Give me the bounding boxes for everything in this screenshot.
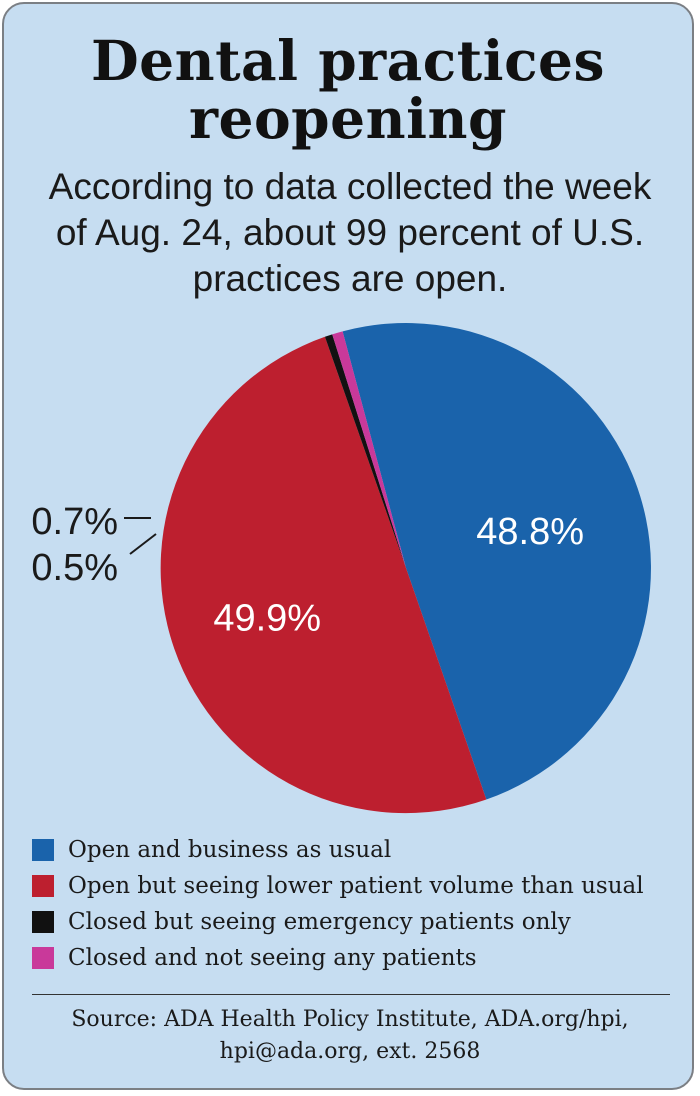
legend-item-open-lower: Open but seeing lower patient volume tha… [32,868,672,904]
legend-label: Closed and not seeing any patients [68,945,477,971]
legend-swatch [32,839,54,861]
legend-swatch [32,947,54,969]
legend-item-open-usual: Open and business as usual [32,832,672,868]
slice-label-0: 48.8% [476,511,584,553]
slice-label-3: 0.7% [31,501,118,543]
chart-subtitle: According to data collected the week of … [48,166,652,299]
pie-slice-1 [160,336,487,814]
divider [32,994,670,995]
leader-line-2 [129,533,157,555]
legend-swatch [32,875,54,897]
slice-label-2: 0.5% [31,547,118,589]
legend-item-closed-none: Closed and not seeing any patients [32,940,672,976]
slice-label-1: 49.9% [213,597,321,639]
pie-chart: 48.8% 49.9% 0.7%0.5% [31,323,651,814]
source-note: Source: ADA Health Policy Institute, ADA… [71,1007,629,1064]
pie-slice-0 [342,323,651,800]
legend-item-closed-emergency: Closed but seeing emergency patients onl… [32,904,672,940]
pie-slice-3 [332,331,406,568]
legend: Open and business as usual Open but seei… [32,832,672,976]
legend-label: Open but seeing lower patient volume tha… [68,873,644,899]
chart-title: Dental practices reopening [90,28,606,151]
pie-slice-2 [324,334,406,568]
legend-label: Open and business as usual [68,837,392,863]
legend-swatch [32,911,54,933]
legend-label: Closed but seeing emergency patients onl… [68,909,571,935]
